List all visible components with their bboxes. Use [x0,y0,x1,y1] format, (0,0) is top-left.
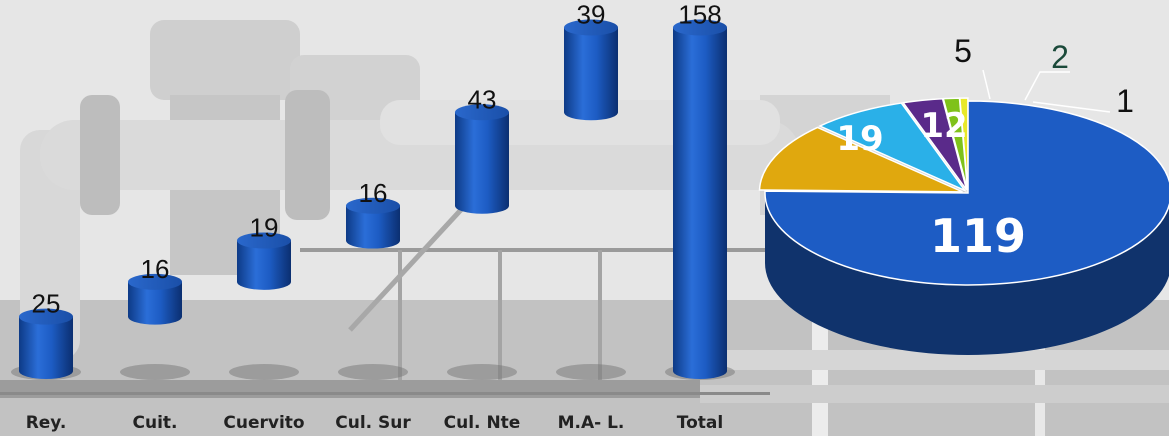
bar-value-label: 43 [468,84,497,114]
bar-body [128,281,182,325]
bar-shadow [447,364,517,380]
category-label: Cuit. [133,413,178,433]
bar-top [128,273,182,290]
bar-2 [229,232,299,380]
bar-value-label: 16 [141,254,170,284]
bar-body [564,27,618,121]
bar-value-label: 158 [678,0,721,30]
pie-label: 2 [1051,39,1069,75]
bar-shadow [556,364,626,380]
pie-side-0 [765,193,1169,355]
bar-body [455,112,509,214]
bars-layer: 25 Rey. 16 Cuit. 19 Cuervito 16 Cul. Sur 43 Cul. … [11,0,735,433]
bar-value-label: 19 [250,213,279,243]
pie-slice-1 [758,126,963,193]
bar-5 [556,19,626,380]
pie-layer: 119 19 12 5 2 1 [758,33,1169,355]
category-label: Cul. Sur [335,413,411,433]
bar-top [19,308,73,325]
pie-slice-2 [818,102,968,193]
pie-label: 1 [1116,83,1134,119]
pie-leader-line [1024,71,1070,101]
category-label: Cul. Nte [444,413,521,433]
bar-shadow [229,364,299,380]
bar-value-label: 16 [359,178,388,208]
pie-leader-line [1032,101,1111,113]
bar-body [346,205,400,249]
bar-0 [11,308,81,380]
bar-top [237,232,291,249]
pie-label: 5 [954,33,972,69]
bar-1 [120,273,190,380]
bar-body [673,27,727,380]
pie-slice-5 [958,97,969,191]
bar-top [673,19,727,36]
bar-body [19,316,73,379]
pie-leader-line [982,69,991,100]
bar-3 [338,197,408,380]
bar-body [237,240,291,290]
bar-value-label: 25 [32,289,61,319]
pie-label: 119 [930,209,1026,263]
category-label: Cuervito [223,413,304,433]
category-label: M.A- L. [558,413,625,433]
pie-slice-0 [764,100,1169,286]
bar-6 [665,19,735,380]
pie-label: 12 [920,106,967,146]
category-label: Total [677,413,723,433]
bar-top [346,197,400,214]
category-label: Rey. [26,413,67,433]
bar-shadow [120,364,190,380]
bar-top [564,19,618,36]
bar-top [455,104,509,121]
bar-value-label: 39 [577,0,606,30]
bar-shadow [338,364,408,380]
pie-label: 19 [836,119,883,159]
pie-slice-3 [901,97,968,191]
bar-4 [447,104,517,380]
